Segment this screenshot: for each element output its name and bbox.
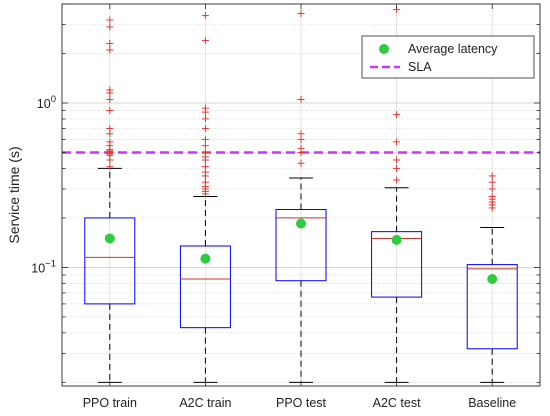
outlier-marker [201,104,209,112]
mean-marker [391,234,402,245]
x-tick-label: Baseline [468,396,516,410]
y-tick-label: 10−1 [31,258,56,275]
legend-label-sla: SLA [408,60,432,74]
outlier-marker [201,148,209,156]
outlier-marker [201,115,209,123]
boxes-layer [84,6,518,383]
outlier-marker [201,124,209,132]
y-tick-label: 100 [37,94,56,111]
outlier-marker [201,163,209,171]
box [179,245,231,329]
axes: 10−1 100 PPO train A2C train PPO test A2C tes… [31,3,541,410]
y-axis-label: Service time (s) [6,146,22,243]
x-tick-label: A2C test [373,396,421,410]
outlier-marker [297,10,305,18]
box [371,231,423,298]
mean-marker [200,253,211,264]
outlier-marker [106,40,114,48]
box-group [179,12,231,383]
box-group [466,172,518,383]
outlier-marker [393,156,401,164]
outlier-marker [106,96,114,104]
x-tick-label: PPO test [276,396,327,410]
box [275,209,327,282]
mean-marker [104,233,115,244]
outlier-marker [297,96,305,104]
legend: Average latency SLA [361,35,535,79]
box-group [371,6,423,383]
outlier-marker [201,135,209,143]
outlier-marker [201,178,209,186]
legend-average-marker [379,44,389,54]
outlier-marker [106,163,114,171]
mean-marker [296,218,306,229]
outlier-marker [488,178,496,186]
outlier-marker [393,111,401,119]
outlier-marker [106,46,114,54]
outlier-marker [488,185,496,193]
outlier-marker [106,107,114,115]
outlier-marker [201,12,209,20]
outlier-marker [201,36,209,44]
outlier-marker [106,138,114,146]
box-group [275,10,327,383]
box [84,217,136,305]
outlier-marker [297,144,305,152]
outlier-marker [297,159,305,167]
legend-box [361,35,535,79]
outlier-marker [393,138,401,146]
outlier-marker [393,176,401,184]
outlier-marker [201,142,209,150]
legend-label-average: Average latency [408,42,498,56]
outlier-marker [106,86,114,94]
box-group [84,16,136,383]
box [466,264,518,350]
outlier-marker [488,192,496,200]
outlier-marker [106,124,114,132]
mean-marker [487,274,498,285]
outlier-marker [393,164,401,172]
x-tick-label: A2C train [179,396,231,410]
outlier-marker [106,23,114,31]
outlier-marker [297,130,305,138]
outlier-marker [106,16,114,24]
x-tick-label: PPO train [83,396,137,410]
outlier-marker [488,172,496,180]
